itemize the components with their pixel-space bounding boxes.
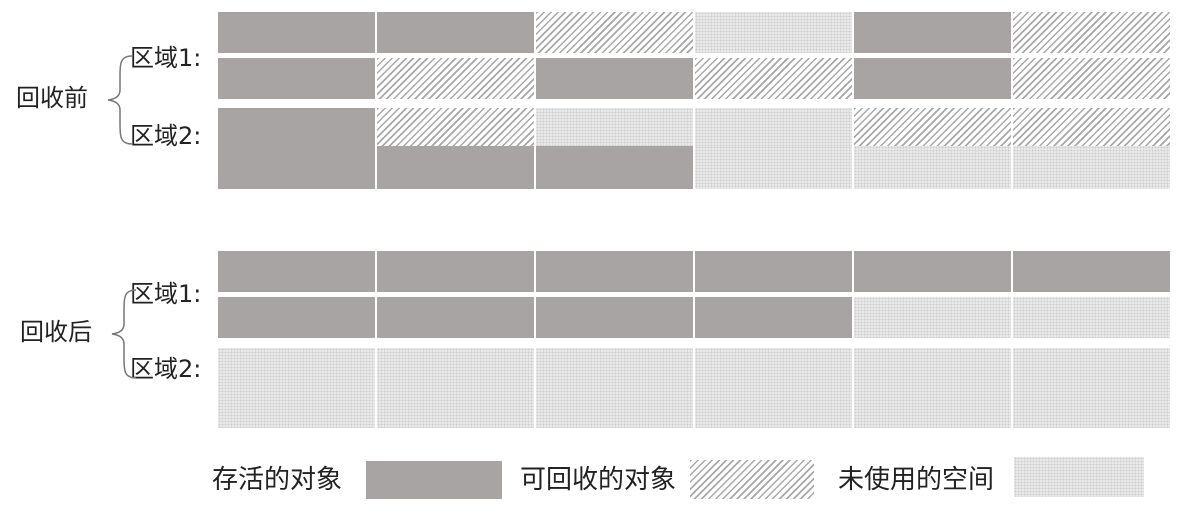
before-region2-block-live <box>218 146 375 189</box>
after-region1-block-live <box>377 251 534 292</box>
before-region1-block-garbage <box>1013 12 1170 53</box>
after-region1-block-unused <box>854 297 1011 338</box>
before-region2-block-live <box>218 108 375 149</box>
before-region1-block-live <box>377 12 534 53</box>
legend-label-live: 存活的对象 <box>212 465 343 495</box>
after-region1-block-live <box>377 297 534 338</box>
after-region1-block-live <box>695 297 852 338</box>
before-region1-block-live <box>218 58 375 99</box>
after-region1-block-live <box>536 297 693 338</box>
before-region2-block-unused <box>854 146 1011 189</box>
before-region2-block-live <box>377 146 534 189</box>
after-region2-label: 区域2: <box>130 355 202 383</box>
legend-swatch-live <box>366 461 502 499</box>
before-region2-block-unused <box>1013 146 1170 189</box>
after-region1-block-unused <box>1013 297 1170 338</box>
after-region1-block-live <box>536 251 693 292</box>
after-region1-block-live <box>854 251 1011 292</box>
before-region2-block-garbage <box>377 108 534 149</box>
before-region1-block-live <box>854 12 1011 53</box>
before-region1-block-live <box>218 12 375 53</box>
after-region1-block-live <box>218 297 375 338</box>
before-region1-label: 区域1: <box>130 44 202 72</box>
legend-label-garbage: 可回收的对象 <box>520 465 677 495</box>
after-region2-block-unused <box>854 387 1011 428</box>
after-region2-block-unused <box>377 348 534 389</box>
after-region1-label: 区域1: <box>130 280 202 308</box>
before-region2-block-live <box>536 146 693 189</box>
after-region2-block-unused <box>536 348 693 389</box>
after-region2-block-unused <box>536 387 693 428</box>
after-region2-block-unused <box>854 348 1011 389</box>
after-region2-block-unused <box>1013 348 1170 389</box>
before-region1-block-live <box>536 58 693 99</box>
before-region1-block-garbage <box>536 12 693 53</box>
before-region1-block-garbage <box>1013 58 1170 99</box>
after-region1-block-live <box>695 251 852 292</box>
before-region2-block-garbage <box>854 108 1011 149</box>
legend-label-unused: 未使用的空间 <box>838 465 995 495</box>
before-region2-block-unused <box>695 146 852 189</box>
before-region1-block-live <box>854 58 1011 99</box>
after-region1-block-live <box>1013 251 1170 292</box>
after-region2-block-unused <box>218 348 375 389</box>
before-region2-block-unused <box>695 108 852 149</box>
after-region2-block-unused <box>218 387 375 428</box>
before-region2-label: 区域2: <box>130 122 202 150</box>
legend-swatch-unused <box>1014 457 1144 497</box>
before-region1-block-garbage <box>695 58 852 99</box>
before-label: 回收前 <box>16 84 88 112</box>
after-region2-block-unused <box>377 387 534 428</box>
before-brace-icon <box>107 55 133 145</box>
after-region2-block-unused <box>1013 387 1170 428</box>
before-region1-block-garbage <box>377 58 534 99</box>
after-region2-block-unused <box>695 348 852 389</box>
before-region1-block-unused <box>695 12 852 53</box>
after-label: 回收后 <box>20 318 92 346</box>
after-region2-block-unused <box>695 387 852 428</box>
before-region2-block-garbage <box>1013 108 1170 149</box>
legend-swatch-garbage <box>690 460 814 499</box>
before-region2-block-unused <box>536 108 693 149</box>
after-region1-block-live <box>218 251 375 292</box>
after-brace-icon <box>111 289 137 379</box>
